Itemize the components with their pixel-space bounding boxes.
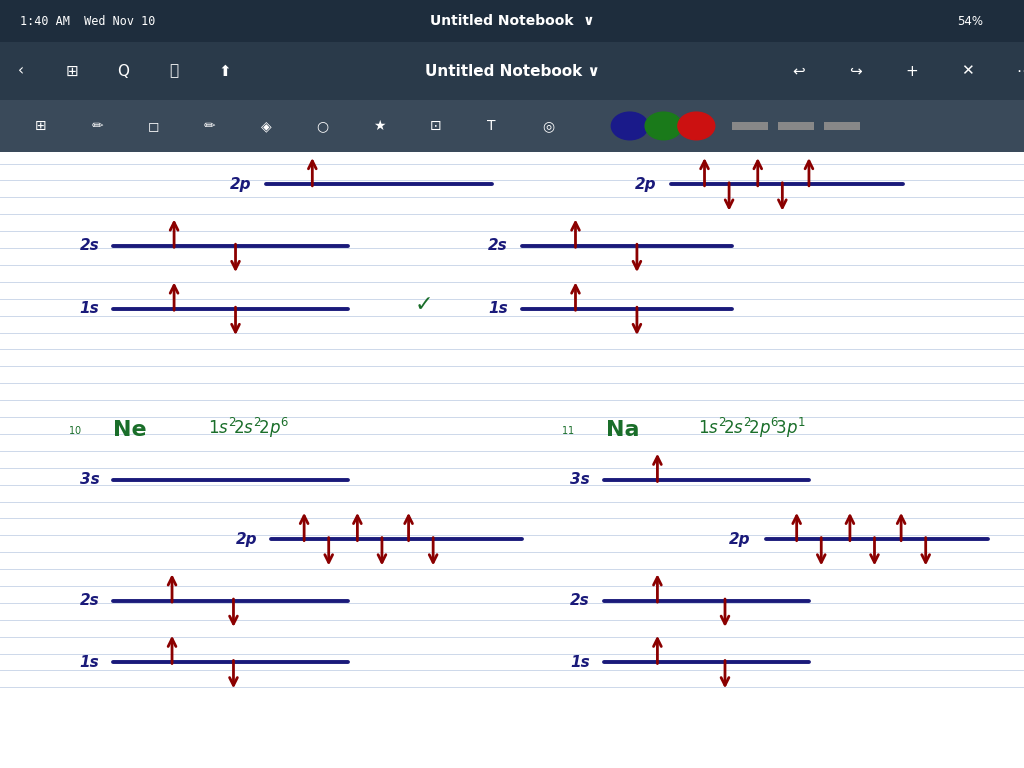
Text: $1s^2\!2s^2\!2p^1$: $1s^2\!2s^2\!2p^1$ bbox=[159, 103, 240, 127]
Text: 1:40 AM  Wed Nov 10: 1:40 AM Wed Nov 10 bbox=[20, 15, 156, 28]
Text: 1s: 1s bbox=[570, 654, 590, 670]
Text: ↪: ↪ bbox=[849, 64, 861, 78]
Text: Ne: Ne bbox=[113, 420, 146, 440]
Text: ⊞: ⊞ bbox=[66, 64, 78, 78]
Text: 1s: 1s bbox=[80, 654, 99, 670]
Text: ⊡: ⊡ bbox=[429, 119, 441, 133]
Text: Na: Na bbox=[606, 420, 640, 440]
Text: T: T bbox=[487, 119, 496, 133]
Text: 2p: 2p bbox=[729, 531, 751, 547]
Bar bbox=[824, 122, 860, 130]
Text: $_{10}$: $_{10}$ bbox=[68, 423, 81, 437]
Text: ◈: ◈ bbox=[261, 119, 271, 133]
Circle shape bbox=[611, 112, 648, 140]
Text: 54%: 54% bbox=[957, 15, 983, 28]
Text: Untitled Notebook ∨: Untitled Notebook ∨ bbox=[425, 64, 599, 78]
Text: ⋯: ⋯ bbox=[1017, 64, 1024, 78]
Text: ◎: ◎ bbox=[542, 119, 554, 133]
Text: ○: ○ bbox=[316, 119, 329, 133]
Text: ✓: ✓ bbox=[415, 295, 433, 315]
Text: F: F bbox=[596, 105, 612, 130]
Text: 2p: 2p bbox=[229, 177, 251, 192]
Text: 2s: 2s bbox=[80, 593, 99, 608]
Bar bbox=[0, 42, 1024, 100]
Text: ⊞: ⊞ bbox=[35, 119, 47, 133]
Text: 3s: 3s bbox=[80, 472, 99, 488]
Text: Energy - level: Energy - level bbox=[123, 69, 247, 88]
Text: ✏: ✏ bbox=[91, 119, 103, 133]
Text: $_5$: $_5$ bbox=[67, 111, 74, 124]
Text: ◻: ◻ bbox=[147, 119, 160, 133]
Text: B: B bbox=[92, 105, 111, 130]
Text: 1s: 1s bbox=[80, 301, 99, 316]
Text: 2p: 2p bbox=[236, 531, 257, 547]
Bar bbox=[0, 0, 1024, 42]
Text: ⬆: ⬆ bbox=[219, 64, 231, 78]
Circle shape bbox=[645, 112, 682, 140]
Bar bbox=[732, 122, 768, 130]
Text: $1s^2\!2s^2\!2p^6\!3p^1$: $1s^2\!2s^2\!2p^6\!3p^1$ bbox=[698, 415, 806, 440]
Text: $1s^2\!2s^2\!2p^5$: $1s^2\!2s^2\!2p^5$ bbox=[660, 103, 741, 127]
Text: +: + bbox=[905, 64, 918, 78]
Text: ‹: ‹ bbox=[17, 64, 24, 78]
Text: 2s: 2s bbox=[488, 238, 508, 253]
Text: Find ;: Find ; bbox=[31, 69, 81, 88]
Text: 2s: 2s bbox=[80, 238, 99, 253]
Bar bbox=[778, 122, 814, 130]
Text: 2p: 2p bbox=[635, 177, 656, 192]
Circle shape bbox=[678, 112, 715, 140]
Text: $1s^2\!2s^2\!2p^6$: $1s^2\!2s^2\!2p^6$ bbox=[208, 415, 289, 440]
Text: ✏: ✏ bbox=[204, 119, 216, 133]
Bar bbox=[0, 100, 1024, 152]
Text: ✕: ✕ bbox=[962, 64, 974, 78]
Text: 1s: 1s bbox=[488, 301, 508, 316]
Text: ★: ★ bbox=[373, 119, 385, 133]
Text: 🔖: 🔖 bbox=[170, 64, 178, 78]
Text: ↩: ↩ bbox=[793, 64, 805, 78]
Text: $_{11}$: $_{11}$ bbox=[561, 423, 574, 437]
Text: Untitled Notebook  ∨: Untitled Notebook ∨ bbox=[430, 14, 594, 28]
Text: 2s: 2s bbox=[570, 593, 590, 608]
Text: $_9$: $_9$ bbox=[571, 111, 579, 124]
Text: Q: Q bbox=[117, 64, 129, 78]
Text: 3s: 3s bbox=[570, 472, 590, 488]
